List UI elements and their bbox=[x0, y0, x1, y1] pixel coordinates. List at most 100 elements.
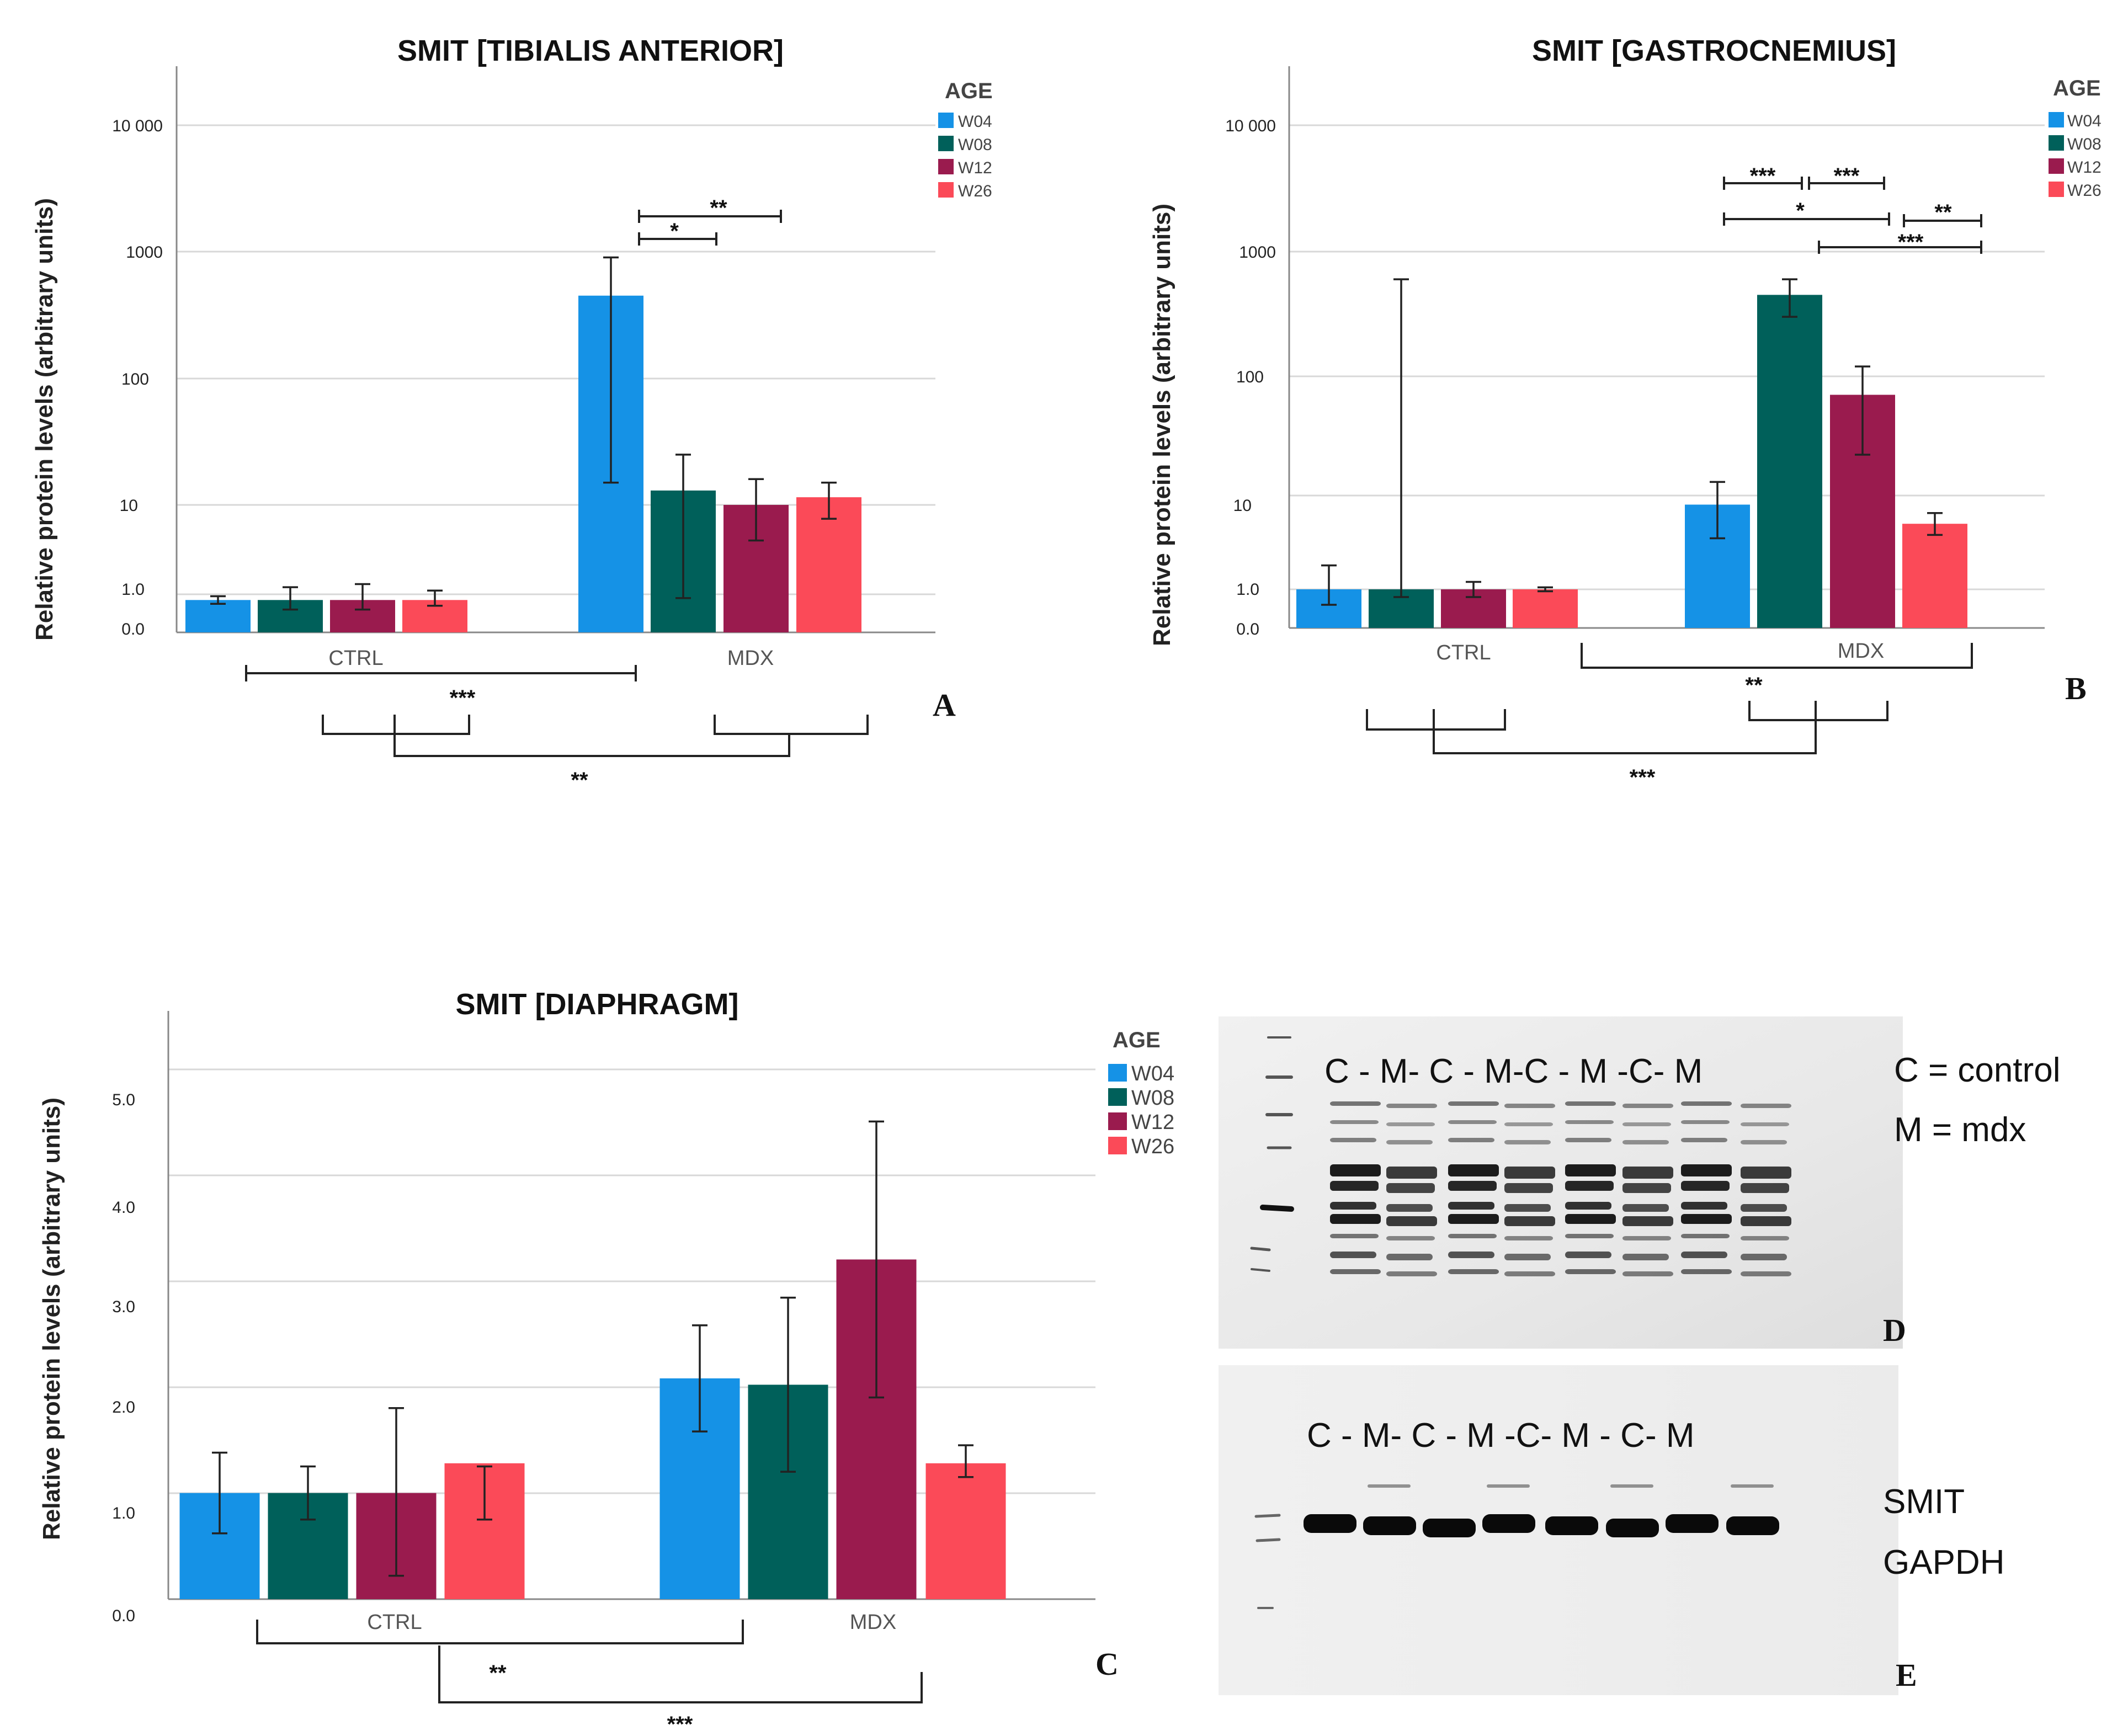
panel-b-sig-4: ** bbox=[1934, 200, 1952, 225]
errorbar-b-ctrl-w12 bbox=[1466, 581, 1481, 598]
panel-c-label: C bbox=[1095, 1646, 1119, 1682]
panel-d: C - M- C - M-C - M -C- M C = control M =… bbox=[1219, 1016, 2061, 1349]
errorbar-b-mdx-w08 bbox=[1782, 278, 1797, 318]
panel-a-legend-w26-swatch bbox=[938, 182, 954, 198]
panel-a-y-tick-0: 0.0 bbox=[121, 620, 145, 638]
panel-b-sig-5: *** bbox=[1898, 230, 1924, 254]
panel-a-legend-title: AGE bbox=[945, 79, 993, 103]
panel-c-legend-w08-swatch bbox=[1108, 1088, 1127, 1106]
panel-a: SMIT [TIBIALIS ANTERIOR] Relative protei… bbox=[31, 34, 993, 792]
errorbar-c-ctrl-w08 bbox=[300, 1465, 316, 1521]
blot-e-lane-8 bbox=[1726, 1484, 1779, 1535]
panel-a-y-tick-1000: 1000 bbox=[126, 243, 163, 262]
bar-c-mdx-w26 bbox=[925, 1463, 1006, 1599]
errorbar-c-mdx-w04 bbox=[692, 1324, 707, 1433]
errorbar-b-ctrl-w08 bbox=[1393, 278, 1409, 598]
panel-a-y-tick-10000: 10 000 bbox=[112, 117, 163, 135]
panel-a-y-tick-10: 10 bbox=[120, 497, 138, 515]
panel-a-title: SMIT [TIBIALIS ANTERIOR] bbox=[397, 34, 784, 67]
panel-b-legend-w08-swatch bbox=[2049, 135, 2064, 151]
panel-b-legend-w04-swatch bbox=[2049, 112, 2064, 127]
errorbar-c-mdx-w26 bbox=[958, 1444, 973, 1478]
errorbar-b-ctrl-w26 bbox=[1538, 586, 1553, 593]
panel-c-category-mdx: MDX bbox=[850, 1611, 896, 1634]
panel-c: SMIT [DIAPHRAGM] Relative protein levels… bbox=[38, 988, 1174, 1736]
errorbar-b-mdx-w12 bbox=[1855, 365, 1870, 456]
panel-e-label: E bbox=[1896, 1657, 1917, 1693]
panel-a-sig-2: * bbox=[670, 219, 679, 243]
blot-d-lane-5 bbox=[1565, 1101, 1616, 1274]
panel-b-y-ticks: 10 000 1000 100 10 1.0 0.0 bbox=[1225, 117, 1276, 638]
panel-b-category-ctrl: CTRL bbox=[1436, 641, 1491, 664]
panel-a-legend-w12-swatch bbox=[938, 159, 954, 174]
panel-b-y-tick-100: 100 bbox=[1236, 368, 1264, 386]
panel-c-y-tick-5: 5.0 bbox=[112, 1091, 135, 1109]
blot-d-lane-2 bbox=[1386, 1104, 1437, 1276]
errorbar-a-mdx-w12 bbox=[748, 478, 764, 542]
panel-c-category-ctrl: CTRL bbox=[367, 1611, 422, 1634]
errorbar-c-ctrl-w26 bbox=[477, 1465, 492, 1521]
errorbar-b-mdx-w26 bbox=[1927, 512, 1943, 536]
blot-e-lane-2 bbox=[1363, 1484, 1416, 1535]
panel-b-legend-title: AGE bbox=[2053, 76, 2101, 100]
panel-a-label: A bbox=[933, 687, 956, 723]
panel-b-sig-1: *** bbox=[1750, 164, 1776, 188]
panel-b-gridlines bbox=[1289, 124, 2045, 590]
blot-e-lane-5 bbox=[1545, 1516, 1598, 1535]
errorbar-a-mdx-w08 bbox=[675, 454, 691, 599]
panel-b-sig-3: * bbox=[1796, 199, 1805, 223]
blot-d-lane-4 bbox=[1504, 1104, 1555, 1276]
panel-b-y-tick-0: 0.0 bbox=[1236, 620, 1259, 638]
panel-b-title: SMIT [GASTROCNEMIUS] bbox=[1532, 34, 1896, 67]
panel-c-gridlines bbox=[168, 1068, 1095, 1494]
blot-d-lane-3 bbox=[1448, 1101, 1499, 1274]
errorbar-b-ctrl-w04 bbox=[1321, 564, 1337, 606]
panel-a-legend-w08-swatch bbox=[938, 136, 954, 151]
panel-b-legend-w12: W12 bbox=[2067, 158, 2102, 177]
errorbar-a-ctrl-w26 bbox=[427, 589, 443, 607]
blot-e-lane-4 bbox=[1482, 1484, 1535, 1533]
panel-c-legend-w12: W12 bbox=[1131, 1111, 1174, 1134]
errorbar-a-mdx-w26 bbox=[821, 481, 837, 520]
panel-a-y-label: Relative protein levels (arbitrary units… bbox=[31, 198, 58, 641]
panel-a-legend-w04-swatch bbox=[938, 113, 954, 128]
panel-c-y-ticks: 5.0 4.0 3.0 2.0 1.0 0.0 bbox=[112, 1091, 135, 1625]
panel-c-bars bbox=[179, 1120, 1006, 1599]
blot-e-lane-labels: C - M- C - M -C- M - C- M bbox=[1307, 1417, 1694, 1455]
panel-b-y-tick-1: 1.0 bbox=[1236, 581, 1259, 599]
errorbar-c-ctrl-w04 bbox=[212, 1451, 227, 1535]
blot-d-lane-6 bbox=[1622, 1104, 1673, 1276]
blot-d-lanes bbox=[1330, 1101, 1791, 1276]
panel-a-sig-3: *** bbox=[450, 686, 476, 710]
panel-a-y-tick-1: 1.0 bbox=[121, 581, 145, 599]
panel-c-y-tick-0: 0.0 bbox=[112, 1607, 135, 1625]
panel-a-sig-1: ** bbox=[710, 196, 727, 220]
bar-a-mdx-w26 bbox=[796, 497, 861, 632]
blot-e-ladder bbox=[1254, 1514, 1281, 1609]
panel-c-sig-1: ** bbox=[489, 1661, 507, 1685]
panel-b-y-tick-10: 10 bbox=[1233, 497, 1252, 515]
panel-b-sig-7: *** bbox=[1630, 765, 1656, 790]
panel-a-y-tick-100: 100 bbox=[121, 370, 149, 388]
blot-d-lane-7 bbox=[1681, 1101, 1732, 1274]
blot-d-lane-8 bbox=[1741, 1104, 1791, 1276]
panel-c-y-tick-4: 4.0 bbox=[112, 1199, 135, 1217]
errorbar-c-mdx-w08 bbox=[780, 1296, 796, 1473]
panel-a-sig-4: ** bbox=[571, 768, 588, 792]
panel-b-legend-w04: W04 bbox=[2067, 112, 2102, 130]
panel-b: SMIT [GASTROCNEMIUS] Relative protein le… bbox=[1148, 34, 2102, 790]
panel-c-y-tick-2: 2.0 bbox=[112, 1398, 135, 1417]
panel-b-legend-w26: W26 bbox=[2067, 182, 2102, 200]
errorbar-a-ctrl-w12 bbox=[355, 583, 370, 611]
blot-e-lane-1 bbox=[1304, 1514, 1356, 1533]
panel-b-sig-6: ** bbox=[1745, 673, 1763, 697]
panel-b-significance: *** *** * ** *** ** *** bbox=[1366, 164, 1982, 790]
panel-c-legend-w04-swatch bbox=[1108, 1064, 1127, 1082]
blot-d-lane-labels: C - M- C - M-C - M -C- M bbox=[1324, 1052, 1703, 1090]
panel-c-y-tick-3: 3.0 bbox=[112, 1298, 135, 1316]
panel-a-legend-w12: W12 bbox=[958, 159, 992, 177]
panel-c-legend-w08: W08 bbox=[1131, 1087, 1174, 1110]
panel-a-significance: ** * *** ** bbox=[245, 196, 869, 792]
blot-d-key-mdx: M = mdx bbox=[1894, 1111, 2026, 1149]
